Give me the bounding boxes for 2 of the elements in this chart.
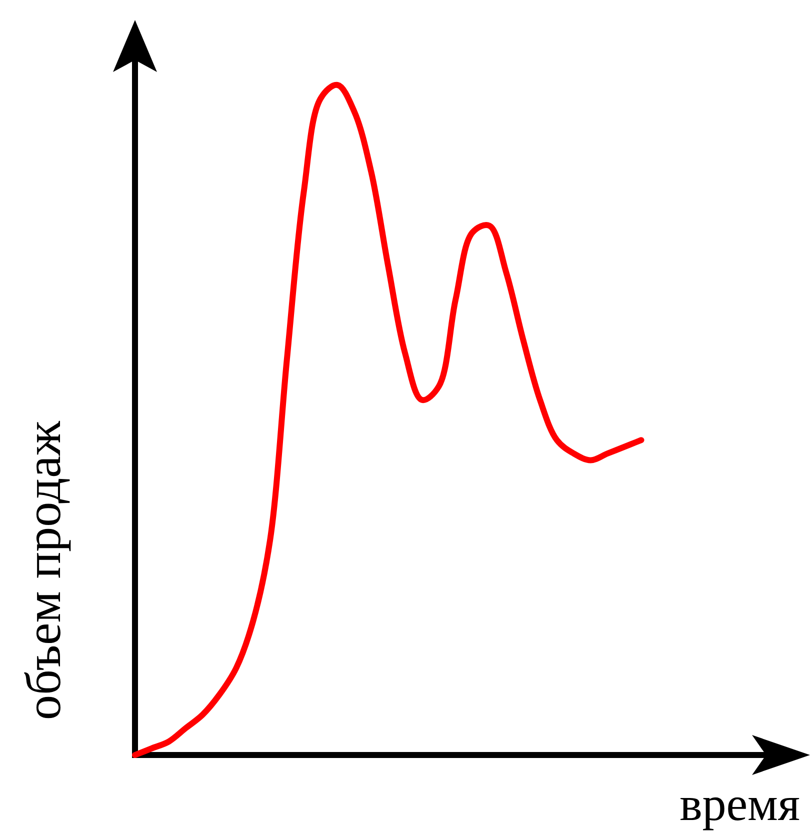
y-axis-title: объем продаж — [15, 420, 71, 720]
x-axis-title: время — [680, 778, 800, 831]
